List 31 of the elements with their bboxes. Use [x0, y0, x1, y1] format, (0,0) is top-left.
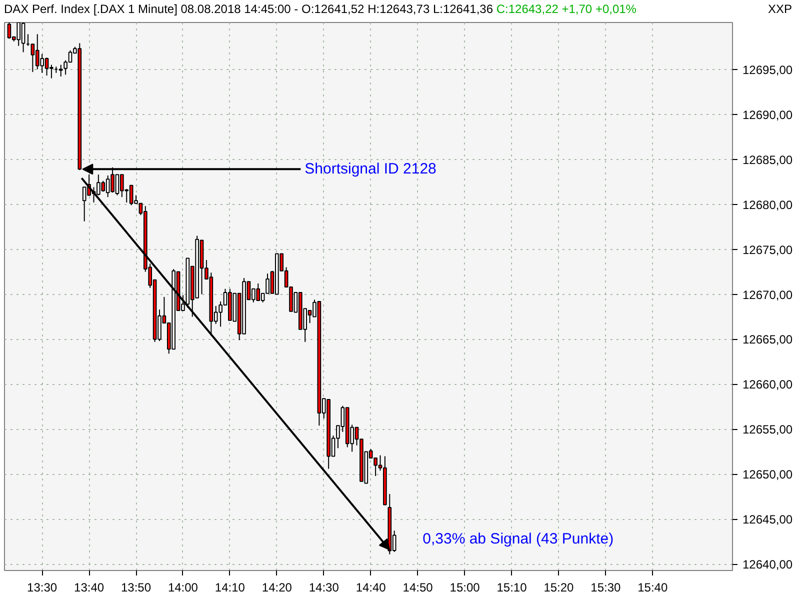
x-tick-label: 14:50: [402, 580, 434, 594]
y-tick-label: 12650,00: [742, 468, 793, 482]
x-tick-label: 15:10: [496, 580, 528, 594]
y-tick-label: 12675,00: [742, 242, 793, 257]
x-tick-label: 14:10: [214, 580, 246, 594]
y-tick-label: 12655,00: [742, 422, 793, 437]
y-tick-label: 12685,00: [742, 152, 793, 167]
y-tick-label: 12665,00: [742, 332, 793, 347]
x-tick-label: 13:30: [27, 580, 58, 594]
x-tick-label: 14:20: [262, 580, 292, 594]
x-tick-label: 15:30: [590, 580, 622, 594]
annotation: Shortsignal ID 2128: [304, 160, 436, 178]
x-tick-label: 15:40: [638, 580, 668, 594]
chart-subtitle: C:12643,22 +1,70 +0,01%: [496, 2, 636, 16]
y-tick-label: 12660,00: [742, 378, 793, 392]
x-tick-label: 14:00: [168, 580, 198, 594]
annotation: 0,33% ab Signal (43 Punkte): [422, 530, 614, 548]
y-tick-label: 12645,00: [742, 512, 793, 527]
x-tick-label: 14:30: [308, 580, 340, 594]
y-tick-label: 12695,00: [742, 62, 793, 77]
chart-title: DAX Perf. Index [.DAX 1 Minute] 08.08.2018 14:45:00 - O:12641,52 H:12643,73 L:12641,36: [4, 2, 494, 16]
y-tick-label: 12680,00: [742, 198, 793, 212]
y-tick-label: 12670,00: [742, 288, 793, 302]
x-tick-label: 13:50: [120, 580, 152, 594]
y-tick-label: 12640,00: [742, 558, 793, 572]
y-tick-label: 12690,00: [742, 108, 793, 122]
x-tick-label: 15:20: [544, 580, 574, 594]
x-tick-label: 14:40: [356, 580, 386, 594]
x-tick-label: 13:40: [74, 580, 104, 594]
text: XXP: [768, 1, 792, 17]
x-tick-label: 15:00: [450, 580, 480, 594]
